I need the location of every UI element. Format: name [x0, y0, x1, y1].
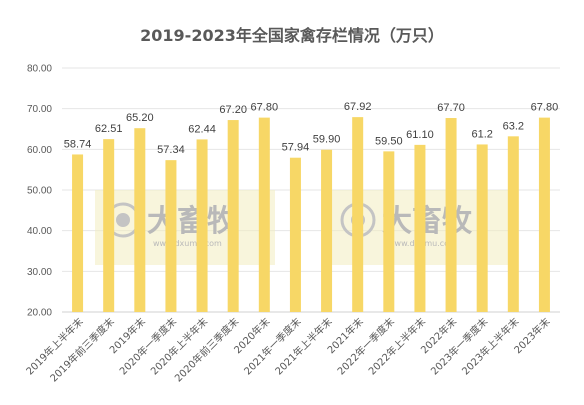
x-tick-label: 2021年上半年末 — [272, 315, 335, 378]
watermark-text: 大畜牧 — [147, 204, 238, 239]
y-tick-label: 50.00 — [27, 186, 52, 197]
data-label: 59.50 — [375, 135, 403, 147]
y-tick-label: 60.00 — [27, 145, 52, 156]
data-label: 63.2 — [503, 120, 524, 132]
y-tick-label: 80.00 — [27, 64, 52, 75]
bar — [134, 128, 146, 312]
data-label: 57.94 — [282, 142, 310, 154]
bar — [507, 136, 519, 312]
chart-title: 2019-2023年全国家禽存栏情况（万只） — [140, 26, 444, 45]
data-label: 59.90 — [313, 134, 341, 146]
data-label: 57.34 — [157, 144, 185, 156]
x-tick-label: 2020年上半年末 — [148, 315, 211, 378]
data-label: 61.2 — [471, 128, 492, 140]
bar — [103, 139, 115, 312]
watermark-url: www.dxumu.com — [153, 239, 222, 248]
bar — [258, 117, 270, 312]
data-label: 58.74 — [64, 138, 92, 150]
watermark-text: 大畜牧 — [382, 204, 473, 239]
data-label: 62.51 — [95, 123, 123, 135]
data-label: 61.10 — [406, 129, 434, 141]
bar — [72, 154, 84, 312]
data-label: 62.44 — [188, 123, 216, 135]
bar — [227, 120, 239, 312]
x-tick-label: 2020年一季度末 — [117, 315, 180, 378]
x-tick-label: 2023年一季度末 — [428, 315, 491, 378]
bar — [289, 157, 301, 312]
y-tick-label: 70.00 — [27, 104, 52, 115]
data-label: 67.92 — [344, 101, 372, 113]
x-tick-label: 2022年一季度末 — [334, 315, 397, 378]
bars — [72, 117, 550, 313]
bar — [383, 151, 395, 312]
y-tick-label: 30.00 — [27, 267, 52, 278]
data-label: 67.80 — [531, 102, 559, 114]
bar — [538, 117, 550, 312]
data-label: 67.70 — [437, 102, 465, 114]
data-label: 65.20 — [126, 112, 154, 124]
x-tick-label: 2023年上半年末 — [459, 315, 522, 378]
bar — [414, 144, 426, 312]
y-tick-label: 40.00 — [27, 226, 52, 237]
y-axis: 20.00 30.00 40.00 50.00 60.00 70.00 80.00 — [27, 64, 52, 319]
data-label: 67.20 — [219, 104, 247, 116]
bar — [196, 139, 208, 312]
bar — [476, 144, 488, 312]
x-tick-label: 2019年上半年末 — [23, 315, 86, 378]
y-tick-label: 20.00 — [27, 308, 52, 319]
bar — [165, 160, 177, 312]
bar — [445, 118, 457, 313]
data-label: 67.80 — [251, 102, 279, 114]
x-tick-label: 2021年一季度末 — [241, 315, 304, 378]
x-axis: 2019年上半年末2019年前三季度末2019年末2020年一季度末2020年上… — [23, 315, 552, 385]
x-tick-label: 2022年上半年末 — [366, 315, 429, 378]
bar — [352, 117, 364, 312]
bar — [321, 149, 333, 312]
